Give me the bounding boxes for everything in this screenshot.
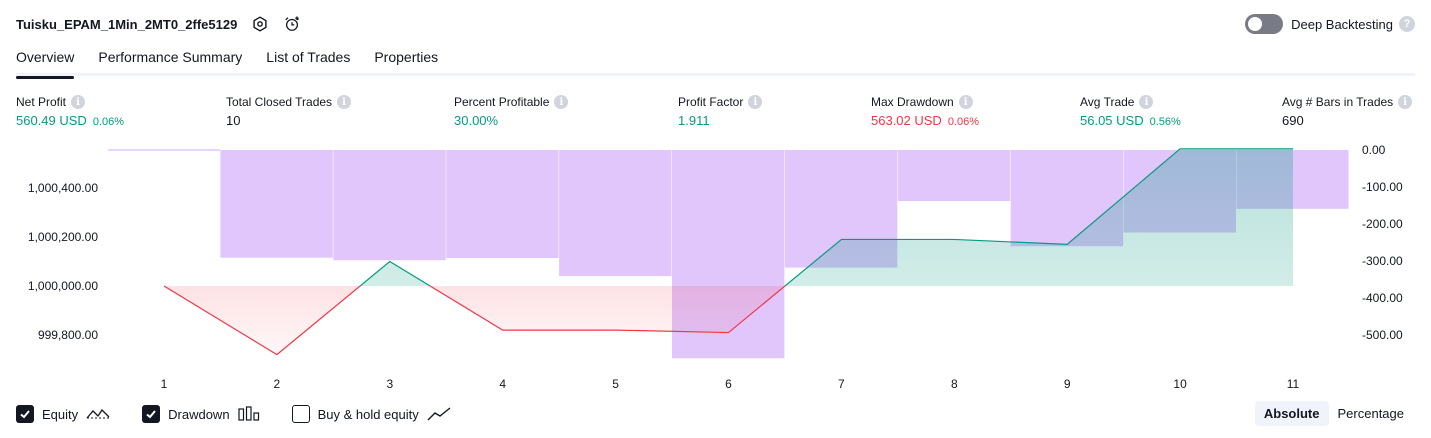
metric-net-profit: Net Profit i 560.49 USD 0.06% [16,94,124,128]
drawdown-bar [446,150,559,259]
report-tabs: Overview Performance Summary List of Tra… [16,44,1415,79]
x-axis-tick-label: 9 [1064,377,1071,391]
legend-label: Buy & hold equity [317,406,419,422]
deep-backtesting: Deep Backtesting ? [1245,12,1415,36]
metric-value: 30.00% [454,113,499,128]
tab-properties[interactable]: Properties [374,49,439,65]
info-icon[interactable]: i [1398,95,1413,109]
metric-label: Avg Trade [1080,95,1135,109]
info-icon[interactable]: i [748,95,763,109]
metric-percent: 0.06% [92,116,125,128]
x-axis-tick-label: 7 [838,377,845,391]
info-icon[interactable]: i [337,95,352,109]
left-axis-tick-label: 999,800.00 [38,328,98,342]
drawdown-checkbox[interactable] [142,405,161,423]
metric-label: Profit Factor [678,95,744,109]
x-axis-tick-label: 11 [1287,377,1300,391]
deep-backtesting-label: Deep Backtesting [1291,16,1393,32]
right-axis-tick-label: -100.00 [1362,180,1403,194]
info-icon[interactable]: i [1139,95,1154,109]
metric-avg-trade: Avg Trade i 56.05 USD 0.56% [1080,94,1181,128]
right-axis-tick-label: 0.00 [1362,143,1386,157]
hexagon-gear-icon[interactable] [251,15,269,33]
scale-mode-switch: Absolute Percentage [1254,401,1413,426]
report-header: Tuisku_EPAM_1Min_2MT0_2ffe5129 Deep Back… [16,12,1415,36]
info-icon[interactable]: i [71,95,86,109]
right-axis-tick-label: -400.00 [1362,291,1403,305]
tab-performance-summary[interactable]: Performance Summary [98,49,243,65]
equity-line-profit [164,148,1293,286]
equity-line-icon [86,406,110,422]
equity-checkbox[interactable] [16,405,34,423]
legend-label: Drawdown [168,406,230,422]
equity-line-loss [163,286,786,356]
metric-value: 563.02 USD [871,113,942,128]
metric-profit-factor: Profit Factor i 1.911 [678,94,763,128]
metric-value: 560.49 USD [16,113,87,128]
chart-legend: Equity Drawdown Buy & hold equity [16,402,483,426]
x-axis-tick-label: 10 [1173,377,1187,391]
right-axis-tick-label: -500.00 [1362,328,1403,342]
info-icon[interactable]: i [958,95,973,109]
metric-percent-profitable: Percent Profitable i 30.00% [454,94,569,128]
metric-percent: 0.56% [1149,116,1181,128]
legend-label: Equity [42,406,79,422]
legend-buy-hold[interactable]: Buy & hold equity [291,405,451,423]
metric-percent: 0.06% [947,116,980,128]
metric-value: 10 [226,113,241,128]
equity-profit-area [164,148,1293,286]
metric-label: Total Closed Trades [226,95,333,109]
left-axis-tick-label: 1,000,400.00 [28,181,98,195]
x-axis-tick-label: 8 [951,377,958,391]
metric-value: 1.911 [678,113,710,128]
tab-overview[interactable]: Overview [16,44,75,79]
x-axis-tick-label: 2 [274,377,281,391]
mode-absolute-button[interactable]: Absolute [1254,401,1329,426]
left-axis-tick-label: 1,000,000.00 [28,279,98,293]
right-axis-tick-label: -200.00 [1362,217,1403,231]
help-icon[interactable]: ? [1399,16,1415,32]
tab-list-of-trades[interactable]: List of Trades [266,49,351,65]
drawdown-bar [559,150,672,277]
right-axis-tick-label: -300.00 [1362,254,1403,268]
drawdown-bar [897,150,1011,202]
left-axis-tick-label: 1,000,200.00 [28,230,98,244]
mode-percentage-button[interactable]: Percentage [1337,406,1405,421]
metric-value: 690 [1282,113,1304,128]
equity-loss-area [164,286,1293,355]
metric-label: Percent Profitable [454,95,550,109]
buy-hold-checkbox[interactable] [291,405,310,423]
alarm-clock-plus-icon[interactable] [283,15,301,33]
metric-max-drawdown: Max Drawdown i 563.02 USD 0.06% [871,94,979,128]
x-axis-tick-label: 3 [386,377,393,391]
metric-label: Max Drawdown [871,95,954,109]
metric-value: 56.05 USD [1080,113,1144,128]
metric-label: Net Profit [16,95,67,109]
info-icon[interactable]: i [554,95,569,109]
buy-hold-line-icon [427,406,451,422]
equity-drawdown-chart[interactable]: 1,000,400.00 1,000,200.00 1,000,000.00 999,… [0,140,1431,398]
x-axis-tick-label: 5 [612,377,619,391]
strategy-title: Tuisku_EPAM_1Min_2MT0_2ffe5129 [16,16,238,32]
metric-avg-bars: Avg # Bars in Trades i 690 [1282,94,1413,128]
drawdown-bar [333,150,446,261]
drawdown-bar [220,150,333,258]
metrics-row: Net Profit i 560.49 USD 0.06% Total Closed… [16,94,1415,130]
drawdown-bars-icon [237,406,260,422]
deep-backtesting-toggle[interactable] [1245,14,1284,34]
legend-drawdown[interactable]: Drawdown [142,405,259,423]
x-axis-tick-label: 6 [725,377,732,391]
legend-equity[interactable]: Equity [16,405,110,423]
metric-label: Avg # Bars in Trades [1282,95,1394,109]
x-axis-tick-label: 1 [161,377,168,391]
x-axis-tick-label: 4 [499,377,506,391]
metric-total-closed-trades: Total Closed Trades i 10 [226,94,352,128]
